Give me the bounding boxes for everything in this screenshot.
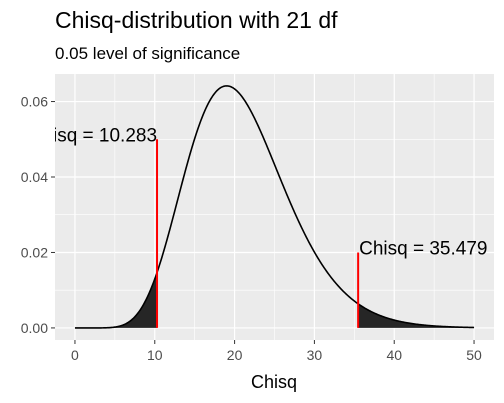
y-tick-label: 0.02	[21, 244, 48, 260]
x-tick-label: 50	[466, 347, 482, 363]
y-tick-label: 0.04	[21, 169, 48, 185]
x-axis-title: Chisq	[251, 372, 297, 392]
x-tick-label: 30	[307, 347, 323, 363]
grid-minor	[55, 74, 494, 340]
chart-title: Chisq-distribution with 21 df	[55, 7, 338, 33]
y-axis: 0.00 0.02 0.04 0.06	[21, 94, 55, 336]
critical-label-upper: Chisq = 35.479	[359, 239, 487, 260]
x-tick-label: 10	[147, 347, 163, 363]
x-tick-label: 0	[71, 347, 79, 363]
chart-subtitle: 0.05 level of significance	[55, 44, 241, 63]
density-curve	[74, 85, 475, 329]
y-tick-label: 0.06	[21, 94, 48, 110]
critical-label-lower: Chisq = 10.283	[29, 126, 157, 147]
x-tick-label: 40	[386, 347, 402, 363]
x-tick-label: 20	[227, 347, 243, 363]
y-tick-label: 0.00	[21, 320, 48, 336]
upper-tail-area	[358, 303, 475, 328]
lower-tail-area	[74, 272, 158, 328]
x-axis: 0 10 20 30 40 50	[71, 340, 482, 363]
